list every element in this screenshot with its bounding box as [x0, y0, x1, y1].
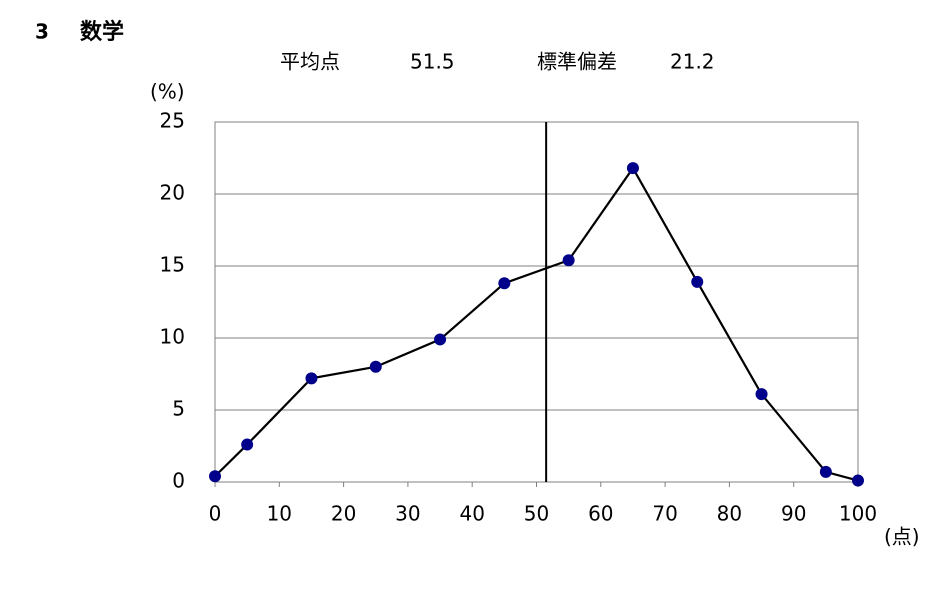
x-tick-label: 0: [209, 502, 222, 526]
y-tick-label: 25: [160, 109, 185, 133]
mean-value: 51.5: [410, 50, 455, 74]
x-tick-label: 20: [331, 502, 356, 526]
data-point: [562, 254, 575, 267]
section-number: 3: [35, 20, 49, 44]
x-tick-label: 40: [459, 502, 484, 526]
y-tick-label: 20: [160, 181, 185, 205]
x-unit: (点): [884, 525, 920, 549]
x-tick-label: 90: [781, 502, 806, 526]
data-point: [819, 465, 832, 478]
x-tick-label: 70: [652, 502, 677, 526]
plot-area: [214, 121, 859, 483]
y-tick-label: 0: [172, 469, 185, 493]
data-point: [498, 277, 511, 290]
x-tick-label: 30: [395, 502, 420, 526]
x-tick-label: 80: [717, 502, 742, 526]
x-tick-label: 50: [524, 502, 549, 526]
data-point: [209, 470, 221, 483]
sd-value: 21.2: [670, 50, 715, 74]
y-tick-label: 15: [160, 253, 185, 277]
x-tick-label: 100: [839, 502, 877, 526]
data-point: [305, 372, 318, 385]
mean-label: 平均点: [280, 50, 340, 74]
data-point: [241, 438, 254, 451]
data-point: [755, 388, 768, 401]
sd-label: 標準偏差: [537, 50, 617, 74]
x-tick-label: 60: [588, 502, 613, 526]
y-unit: (%): [150, 80, 185, 104]
data-line: [214, 166, 859, 482]
section-title: 数学: [80, 19, 124, 45]
y-tick-label: 5: [172, 397, 185, 421]
y-tick-label: 10: [160, 325, 185, 349]
data-point: [691, 275, 704, 288]
x-tick-label: 10: [267, 502, 292, 526]
data-point: [626, 162, 639, 175]
data-point: [434, 333, 447, 346]
data-point: [852, 474, 864, 487]
data-point: [369, 360, 382, 373]
